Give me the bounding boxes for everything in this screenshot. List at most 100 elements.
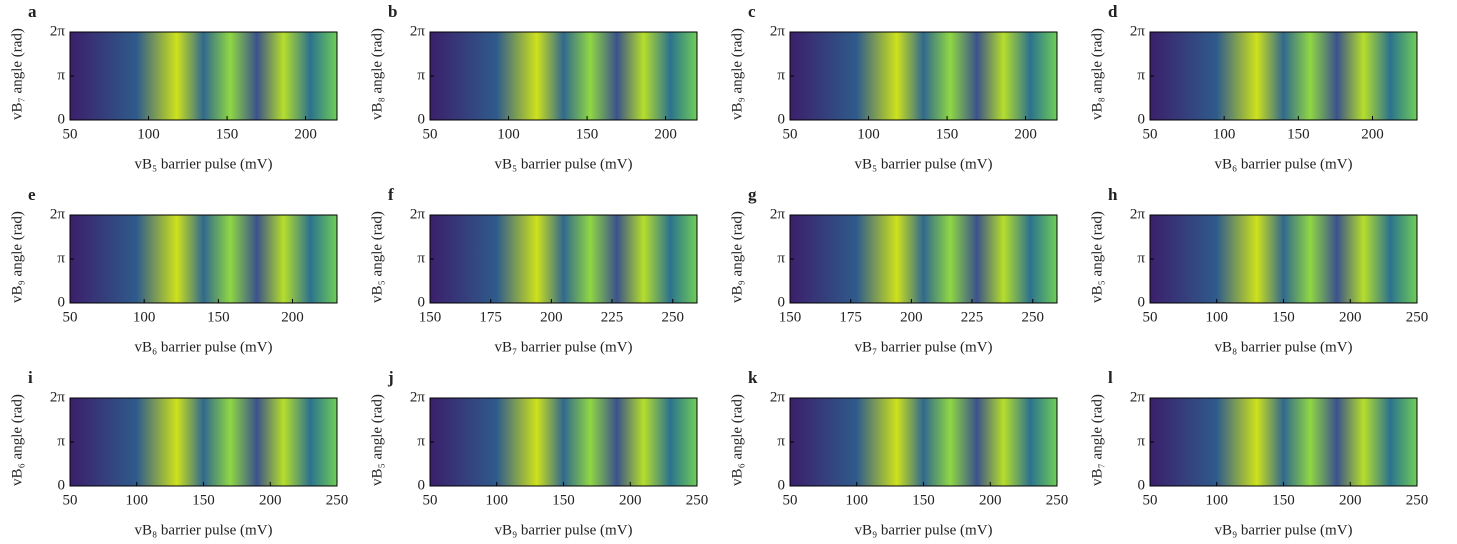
y-tick-label: 2π [410, 389, 426, 405]
y-tick-label: 2π [410, 23, 426, 39]
y-tick-label: 2π [770, 389, 786, 405]
x-tick-label: 250 [1406, 492, 1429, 508]
x-tick-label: 200 [1339, 492, 1362, 508]
y-tick-label: π [417, 250, 425, 266]
heatmap-image [1150, 398, 1417, 486]
x-tick-label: 100 [1213, 126, 1236, 142]
y-tick-label: 0 [418, 111, 426, 127]
y-axis-label: vB₅ angle (rad) [1089, 211, 1105, 303]
x-axis-label: vB₆ barrier pulse (mV) [134, 339, 272, 355]
x-tick-label: 50 [63, 126, 78, 142]
y-axis-label: vB₈ angle (rad) [1089, 28, 1105, 120]
heatmap-image [790, 32, 1057, 120]
y-tick-label: 0 [1138, 111, 1146, 127]
panel-label: f [388, 185, 394, 204]
y-tick-label: 0 [778, 294, 786, 310]
x-tick-label: 200 [540, 309, 563, 325]
x-tick-label: 150 [1272, 492, 1295, 508]
x-axis-label: vB₅ barrier pulse (mV) [854, 156, 992, 172]
panel-label: e [28, 185, 36, 204]
x-tick-label: 225 [601, 309, 624, 325]
x-tick-label: 50 [423, 126, 438, 142]
y-axis-label: vB₅ angle (rad) [369, 394, 385, 486]
y-tick-label: π [1137, 67, 1145, 83]
x-tick-label: 50 [63, 492, 78, 508]
panel-label: a [28, 2, 37, 21]
heatmap-image [790, 398, 1057, 486]
heatmap-image [1150, 215, 1417, 303]
x-tick-label: 200 [1014, 126, 1037, 142]
x-tick-label: 150 [207, 309, 230, 325]
x-tick-label: 200 [654, 126, 677, 142]
x-tick-label: 150 [552, 492, 575, 508]
heatmap-image [70, 32, 337, 120]
x-tick-label: 150 [1272, 309, 1295, 325]
x-tick-label: 100 [486, 492, 509, 508]
y-tick-label: 0 [1138, 477, 1146, 493]
x-axis-label: vB₉ barrier pulse (mV) [854, 522, 992, 538]
y-tick-label: π [417, 433, 425, 449]
x-tick-label: 100 [1206, 492, 1229, 508]
x-tick-label: 150 [576, 126, 599, 142]
y-tick-label: 0 [778, 477, 786, 493]
panel-label: l [1108, 368, 1113, 387]
y-tick-label: π [57, 67, 65, 83]
panel-label: j [387, 368, 394, 387]
x-tick-label: 50 [783, 126, 798, 142]
x-tick-label: 200 [1361, 126, 1384, 142]
y-tick-label: 0 [418, 477, 426, 493]
x-tick-label: 200 [619, 492, 642, 508]
heatmap-image [790, 215, 1057, 303]
x-tick-label: 250 [686, 492, 709, 508]
panel-label: i [28, 368, 33, 387]
y-tick-label: 2π [770, 206, 786, 222]
x-tick-label: 50 [1143, 126, 1158, 142]
x-tick-label: 50 [63, 309, 78, 325]
x-tick-label: 250 [326, 492, 349, 508]
x-tick-label: 150 [779, 309, 802, 325]
x-tick-label: 150 [216, 126, 239, 142]
y-axis-label: vB₇ angle (rad) [9, 28, 25, 120]
y-tick-label: π [777, 67, 785, 83]
x-axis-label: vB₅ barrier pulse (mV) [134, 156, 272, 172]
y-tick-label: 2π [770, 23, 786, 39]
x-axis-label: vB₈ barrier pulse (mV) [134, 522, 272, 538]
panel-label: g [748, 185, 757, 204]
y-axis-label: vB₆ angle (rad) [9, 394, 25, 486]
x-tick-label: 150 [192, 492, 215, 508]
heatmap-image [70, 215, 337, 303]
x-tick-label: 100 [133, 309, 156, 325]
panel-label: d [1108, 2, 1118, 21]
x-axis-label: vB₆ barrier pulse (mV) [1214, 156, 1352, 172]
x-tick-label: 175 [839, 309, 862, 325]
x-tick-label: 200 [900, 309, 923, 325]
y-tick-label: π [57, 250, 65, 266]
x-tick-label: 250 [1406, 309, 1429, 325]
x-axis-label: vB₇ barrier pulse (mV) [854, 339, 992, 355]
y-tick-label: 2π [1130, 23, 1146, 39]
x-tick-label: 100 [497, 126, 520, 142]
x-tick-label: 50 [1143, 309, 1158, 325]
x-tick-label: 250 [1021, 309, 1044, 325]
x-tick-label: 225 [961, 309, 984, 325]
heatmap-image [430, 32, 697, 120]
x-tick-label: 175 [479, 309, 502, 325]
panel-label: c [748, 2, 756, 21]
y-tick-label: π [417, 67, 425, 83]
x-tick-label: 150 [912, 492, 935, 508]
x-tick-label: 150 [419, 309, 442, 325]
heatmap-image [70, 398, 337, 486]
y-tick-label: 0 [58, 477, 66, 493]
x-tick-label: 200 [979, 492, 1002, 508]
y-tick-label: π [1137, 433, 1145, 449]
x-tick-label: 200 [259, 492, 282, 508]
x-tick-label: 150 [936, 126, 959, 142]
x-axis-label: vB₇ barrier pulse (mV) [494, 339, 632, 355]
panel-label: h [1108, 185, 1118, 204]
x-axis-label: vB₅ barrier pulse (mV) [494, 156, 632, 172]
panel-label: k [748, 368, 758, 387]
y-tick-label: π [57, 433, 65, 449]
heatmap-image [430, 398, 697, 486]
x-tick-label: 250 [661, 309, 684, 325]
